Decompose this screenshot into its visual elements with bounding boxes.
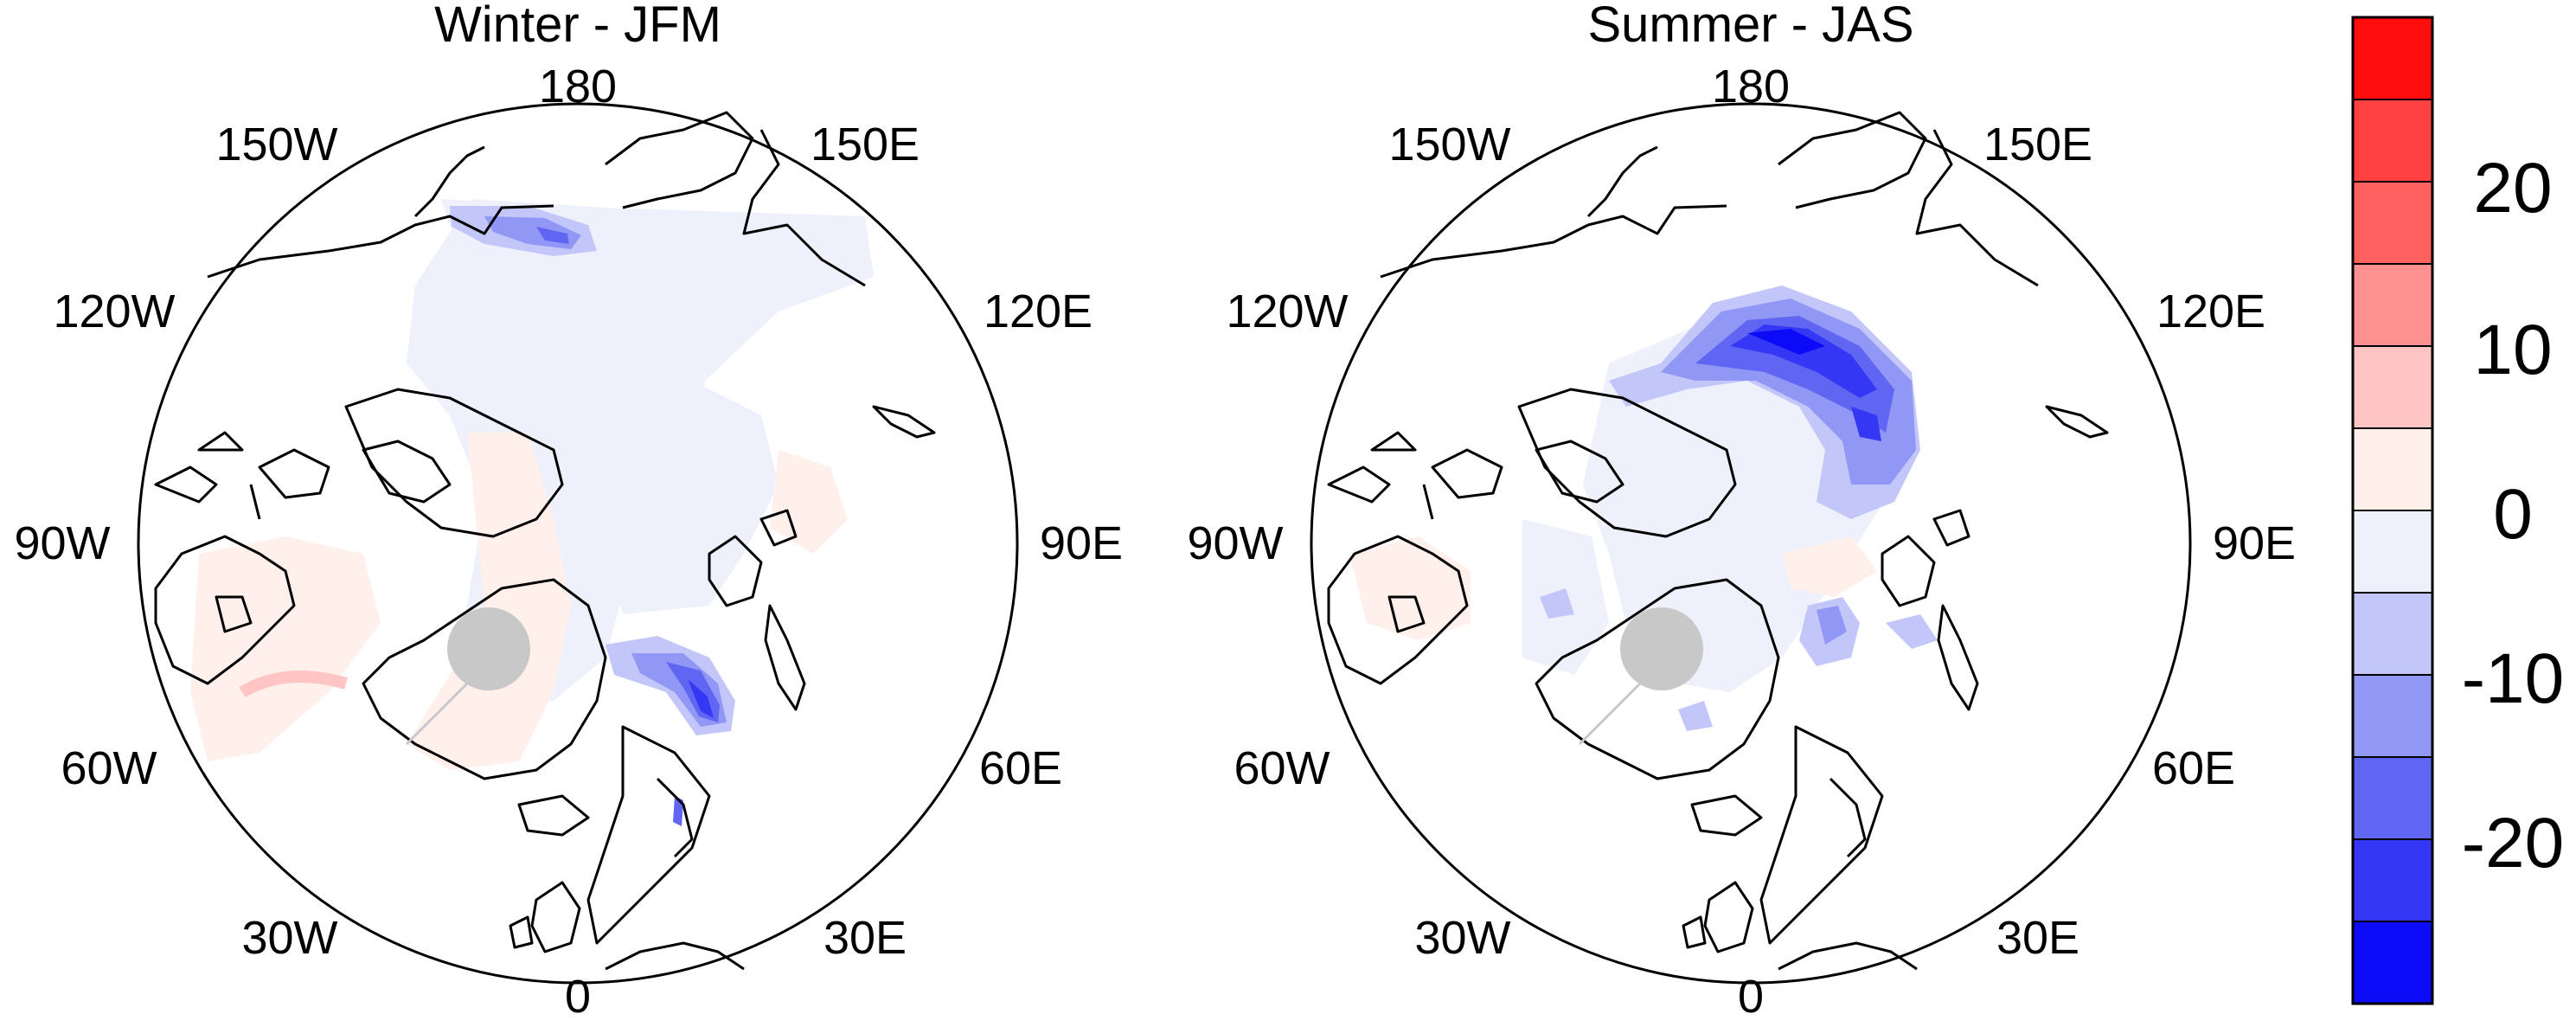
anomaly-field — [190, 199, 874, 826]
lon-label-150w: 150W — [1388, 119, 1510, 170]
longitude-labels: 180 150E 120E 90E 60E 30E 0 30W 60W 90W … — [14, 61, 1123, 1023]
colorbar-tick-label: -10 — [2462, 639, 2565, 718]
colorbar-bin — [2352, 427, 2433, 511]
lon-label-120w: 120W — [1226, 286, 1348, 337]
lon-label-150e: 150E — [811, 119, 920, 170]
lon-label-120e: 120E — [2156, 286, 2265, 337]
colorbar-bins — [2352, 16, 2433, 1005]
colorbar-bin — [2352, 921, 2433, 1005]
anomaly-shading-near-zero-positive — [190, 433, 848, 770]
colorbar-bin — [2352, 16, 2433, 100]
pole-mask — [1620, 607, 1703, 690]
lon-label-30w: 30W — [241, 912, 337, 964]
coastlines — [154, 111, 936, 971]
colorbar-bin — [2352, 263, 2433, 347]
longitude-labels: 180 150E 120E 90E 60E 30E 0 30W 60W 90W … — [1187, 61, 2296, 1023]
pole-mask — [447, 607, 530, 690]
anomaly-negative-canada — [1540, 588, 1574, 619]
lon-label-30e: 30E — [823, 912, 907, 964]
lon-label-60w: 60W — [61, 742, 157, 794]
map-panel-winter: Winter - JFM — [14, 0, 1123, 1023]
lon-label-0: 0 — [565, 971, 591, 1023]
lon-label-30w: 30W — [1414, 912, 1510, 964]
lon-label-150w: 150W — [215, 119, 337, 170]
colorbar-bin — [2352, 99, 2433, 183]
lon-label-60w: 60W — [1234, 742, 1330, 794]
anomaly-negative-barents — [1678, 597, 1938, 731]
colorbar-tick-labels: 20 10 0 -10 -20 — [2462, 149, 2565, 883]
colorbar-tick-label: -20 — [2462, 804, 2565, 883]
lon-label-90w: 90W — [1187, 517, 1283, 569]
colorbar-tick-label: 20 — [2473, 149, 2552, 228]
panel-title: Winter - JFM — [434, 0, 721, 53]
anomaly-negative-bering — [450, 206, 597, 256]
anomaly-negative-siberian — [1609, 286, 1920, 519]
colorbar-bin — [2352, 510, 2433, 594]
colorbar-bin — [2352, 756, 2433, 840]
lon-label-120e: 120E — [984, 286, 1093, 337]
colorbar-bin — [2352, 838, 2433, 922]
lon-label-60e: 60E — [2152, 742, 2235, 794]
lon-label-90e: 90E — [1040, 517, 1123, 569]
lon-label-60e: 60E — [979, 742, 1062, 794]
colorbar-frame — [2351, 16, 2434, 1005]
colorbar-tick-label: 0 — [2493, 475, 2533, 554]
colorbar: 20 10 0 -10 -20 — [2351, 16, 2565, 1005]
coastlines — [1327, 111, 2109, 971]
lon-label-90w: 90W — [14, 517, 110, 569]
map-boundary — [1310, 102, 2192, 985]
pole-mask-tail — [405, 682, 469, 746]
map-panel-summer: Summer - JAS — [1187, 0, 2296, 1023]
colorbar-tick-label: 10 — [2473, 311, 2552, 389]
map-boundary — [137, 102, 1019, 985]
colorbar-bin — [2352, 181, 2433, 265]
lon-label-0: 0 — [1738, 971, 1764, 1023]
lon-label-30e: 30E — [1996, 912, 2079, 964]
lon-label-180: 180 — [1712, 61, 1790, 112]
lon-label-150e: 150E — [1983, 119, 2092, 170]
colorbar-bin — [2352, 674, 2433, 758]
anomaly-negative-barents — [606, 636, 735, 735]
lon-label-120w: 120W — [53, 286, 175, 337]
anomaly-shading-near-zero-positive — [1349, 536, 1877, 640]
pole-mask-tail — [1578, 682, 1642, 746]
lon-label-90e: 90E — [2213, 517, 2296, 569]
colorbar-bin — [2352, 345, 2433, 429]
colorbar-bin — [2352, 592, 2433, 676]
anomaly-band-positive — [239, 671, 348, 698]
panel-title: Summer - JAS — [1587, 0, 1913, 53]
lon-label-180: 180 — [539, 61, 617, 112]
